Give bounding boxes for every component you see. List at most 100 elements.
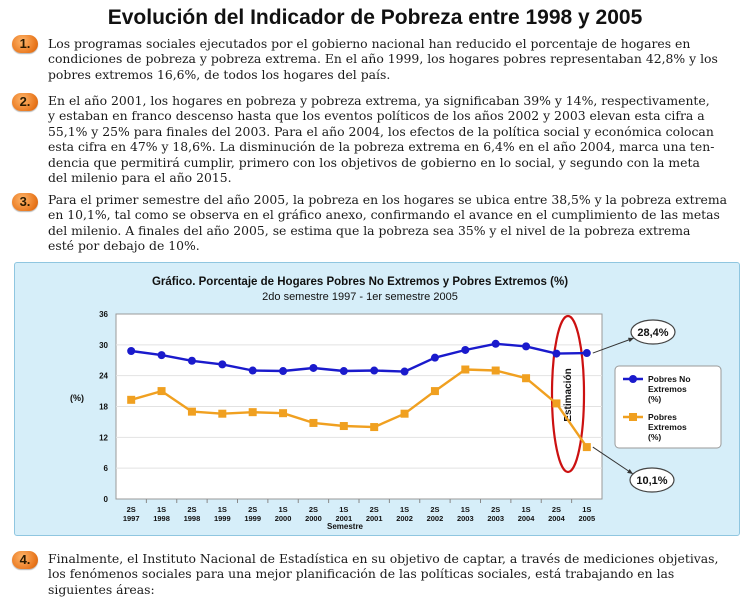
x-tick-label: 2S [430,505,439,514]
data-point [491,366,500,375]
callout-value: 10,1% [636,475,667,487]
data-point [552,399,561,408]
x-tick-label: 2002 [396,514,413,523]
data-point [279,409,288,418]
x-tick-label: 2S [187,505,196,514]
data-point [370,423,379,432]
paragraph-3-line: en 10,1%, tal como se observa en el gráf… [48,207,720,223]
y-tick-label: 36 [99,310,108,319]
data-point [582,349,591,358]
paragraph-1-line: Los programas sociales ejecutados por el… [48,36,691,51]
x-tick-label: 2004 [518,514,536,523]
x-tick-label: 1S [218,505,227,514]
legend-label: (%) [648,394,661,404]
x-tick-label: 1S [157,505,166,514]
data-point [157,351,166,360]
data-point [430,353,439,362]
y-tick-label: 18 [99,403,108,412]
x-tick-label: 1S [582,505,591,514]
paragraph-2-number: 2. [12,93,38,111]
data-point [400,409,409,418]
paragraph-1: Los programas sociales ejecutados por el… [48,36,738,82]
series-line-1 [131,342,587,373]
paragraph-4-line: Finalmente, el Instituto Nacional de Est… [48,551,719,566]
x-tick-label: 2S [309,505,318,514]
x-tick-label: 2003 [487,514,504,523]
legend-box [614,365,722,449]
callout-value: 28,4% [637,327,668,339]
data-point [461,345,470,354]
data-point [279,367,288,376]
legend-label: Extremos [648,422,687,432]
callout-bubble [630,319,676,345]
x-tick-label: 1S [278,505,287,514]
paragraph-3-line: esté por debajo de 10%. [48,238,200,254]
x-tick-label: 2S [552,505,561,514]
paragraph-1-line: pobres extremos 16,6%, de todos los hoga… [48,66,391,82]
x-tick-label: 1999 [214,514,231,523]
callout-arrowhead [628,337,634,343]
data-point [248,366,257,375]
x-tick-label: 2S [491,505,500,514]
callout-arrow [592,337,635,354]
paragraph-2-line: del milenio para el año 2015. [48,170,232,186]
estimation-label: Estimación [563,368,574,421]
paragraph-3: Para el primer semestre del año 2005, la… [48,192,738,254]
data-point [218,409,227,418]
chart-panel: Gráfico. Porcentaje de Hogares Pobres No… [14,262,740,536]
data-point [370,366,379,375]
estimation-ellipse [550,314,586,474]
data-point [157,387,166,396]
data-point [339,422,348,431]
chart-subtitle: 2do semestre 1997 - 1er semestre 2005 [262,291,458,303]
x-axis-label: Semestre [327,522,364,531]
chart-title: Gráfico. Porcentaje de Hogares Pobres No… [152,276,568,288]
paragraph-2-line: En el año 2001, los hogares en pobreza y… [48,93,710,108]
legend-label: Extremos [648,384,687,394]
x-tick-label: 1998 [184,514,201,523]
x-tick-label: 2001 [366,514,383,523]
x-tick-label: 1997 [123,514,140,523]
callout-arrow [592,446,634,475]
callout-arrowhead [627,468,633,474]
data-point [218,360,227,369]
paragraph-4-line: los fenómenos sociales para una mejor pl… [48,566,675,582]
paragraph-4-number: 4. [12,551,38,569]
y-tick-label: 0 [104,495,109,504]
data-point [127,347,136,355]
data-point [309,418,318,427]
line-chart: Gráfico. Porcentaje de Hogares Pobres No… [70,276,722,531]
y-tick-label: 12 [99,433,108,442]
data-point [309,363,318,372]
data-point [339,367,348,376]
data-point [552,349,561,358]
y-tick-label: 24 [99,372,108,381]
x-tick-label: 1S [521,505,530,514]
x-tick-label: 2000 [275,514,292,523]
paragraph-3-number: 3. [12,193,38,211]
paragraph-1-number: 1. [12,35,38,53]
x-tick-label: 1S [400,505,409,514]
data-point [400,367,409,376]
x-tick-label: 1998 [153,514,170,523]
page-title: Evolución del Indicador de Pobreza entre… [107,6,643,29]
paragraph-2-line: esta cifra en 47% y 18,6%. La disminució… [48,139,715,155]
paragraph-1-line: condiciones de pobreza y pobreza extrema… [48,51,718,67]
data-point [522,374,531,383]
x-tick-label: 2003 [457,514,474,523]
paragraph-3-line: Para el primer semestre del año 2005, la… [48,192,727,207]
paragraph-4: Finalmente, el Instituto Nacional de Est… [48,551,738,597]
paragraph-2-line: dencia que permitirá cumplir, primero co… [48,154,700,170]
data-point [522,342,531,351]
data-point [582,443,591,452]
x-tick-label: 2S [248,505,257,514]
paragraph-3-line: del milenio. A finales del año 2005, se … [48,222,691,238]
x-tick-label: 1S [339,505,348,514]
y-axis-label: (%) [70,393,84,403]
data-point [491,339,500,348]
callout-bubble [629,467,675,493]
x-tick-label: 2S [127,505,136,514]
data-point [248,408,257,417]
x-tick-label: 2S [370,505,379,514]
legend-label: Pobres No [648,374,691,384]
